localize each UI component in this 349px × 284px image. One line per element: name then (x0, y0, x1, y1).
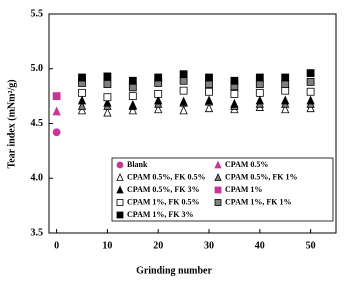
x-tick-label: 50 (306, 240, 316, 251)
marker (128, 92, 137, 101)
marker (255, 80, 264, 88)
marker (52, 106, 61, 116)
marker (52, 128, 61, 137)
marker (77, 95, 87, 105)
marker (230, 98, 239, 108)
marker (281, 80, 290, 88)
marker (154, 95, 163, 105)
x-tick-label: 10 (102, 240, 112, 251)
marker (179, 70, 188, 79)
marker (306, 103, 315, 113)
marker (128, 76, 137, 85)
marker (128, 101, 137, 110)
marker (255, 73, 264, 82)
marker (52, 92, 61, 101)
legend-marker (116, 173, 124, 181)
legend-label: CPAM 0.5%, FK 1% (225, 172, 298, 181)
marker (154, 73, 163, 82)
y-axis-title: Tear index (mNm²/g) (6, 79, 17, 168)
legend-label: CPAM 1% (225, 185, 262, 194)
marker (128, 105, 137, 115)
legend-box (111, 157, 334, 222)
legend-label: CPAM 0.5%, FK 3% (127, 185, 200, 194)
marker (179, 86, 188, 95)
marker (306, 95, 315, 105)
marker (103, 72, 112, 81)
marker (154, 104, 163, 114)
legend-label: CPAM 1%, FK 3% (127, 210, 194, 219)
x-tick-label: 0 (54, 240, 59, 251)
legend-marker (116, 211, 124, 219)
marker (281, 104, 290, 114)
marker (255, 95, 264, 105)
marker (205, 87, 213, 96)
marker (103, 107, 112, 117)
legend-marker (214, 186, 222, 194)
y-tick-label: 5.0 (31, 63, 44, 74)
marker (78, 73, 86, 82)
marker (230, 76, 239, 85)
marker (179, 105, 188, 115)
legend-marker (214, 199, 222, 206)
legend-marker (116, 185, 124, 194)
marker (281, 73, 290, 82)
marker (204, 103, 214, 113)
y-tick-label: 3.5 (31, 227, 44, 238)
marker (128, 83, 137, 92)
marker (306, 87, 315, 96)
marker (179, 76, 188, 85)
x-tick-label: 30 (204, 240, 214, 251)
marker (179, 96, 188, 106)
marker (103, 80, 112, 88)
y-tick-label: 4.0 (31, 173, 44, 184)
marker (281, 86, 290, 95)
marker (205, 80, 213, 88)
marker (205, 73, 213, 82)
x-axis-title: Grinding number (136, 265, 212, 276)
legend-label: CPAM 1%, FK 0.5% (127, 197, 200, 206)
y-tick-label: 4.5 (31, 118, 44, 129)
marker (77, 105, 87, 115)
marker (78, 88, 86, 97)
marker (103, 93, 112, 102)
marker (77, 101, 87, 110)
marker (306, 77, 315, 86)
x-tick-label: 40 (255, 240, 265, 251)
marker (281, 95, 290, 105)
legend-label: Blank (127, 160, 148, 169)
legend-label: CPAM 0.5% (225, 160, 268, 169)
y-tick-label: 5.5 (31, 8, 44, 19)
marker (154, 90, 163, 98)
marker (103, 97, 112, 107)
legend-marker (116, 161, 124, 169)
legend-label: CPAM 0.5%, FK 0.5% (127, 172, 206, 181)
marker (255, 88, 264, 97)
legend-marker (214, 173, 222, 181)
legend-marker (116, 199, 124, 206)
marker (306, 69, 315, 78)
marker (230, 90, 239, 98)
x-tick-label: 20 (153, 240, 163, 251)
legend-marker (214, 160, 222, 169)
marker (204, 95, 214, 105)
legend-label: CPAM 1%, FK 1% (225, 197, 292, 206)
